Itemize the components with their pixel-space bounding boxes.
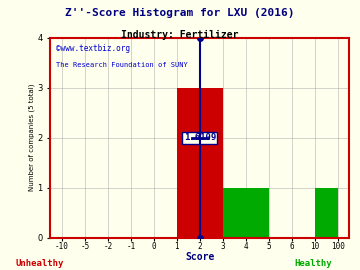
Text: Healthy: Healthy [294, 259, 332, 268]
Text: Industry: Fertilizer: Industry: Fertilizer [121, 30, 239, 40]
Y-axis label: Number of companies (5 total): Number of companies (5 total) [28, 84, 35, 191]
Text: Unhealthy: Unhealthy [15, 259, 64, 268]
Text: 1.6109: 1.6109 [184, 133, 216, 142]
Text: The Research Foundation of SUNY: The Research Foundation of SUNY [57, 62, 188, 68]
Bar [223, 188, 269, 238]
Text: Z''-Score Histogram for LXU (2016): Z''-Score Histogram for LXU (2016) [65, 8, 295, 18]
Bar [315, 188, 338, 238]
X-axis label: Score: Score [185, 252, 215, 262]
Bar [177, 88, 223, 238]
Text: ©www.textbiz.org: ©www.textbiz.org [57, 44, 130, 53]
